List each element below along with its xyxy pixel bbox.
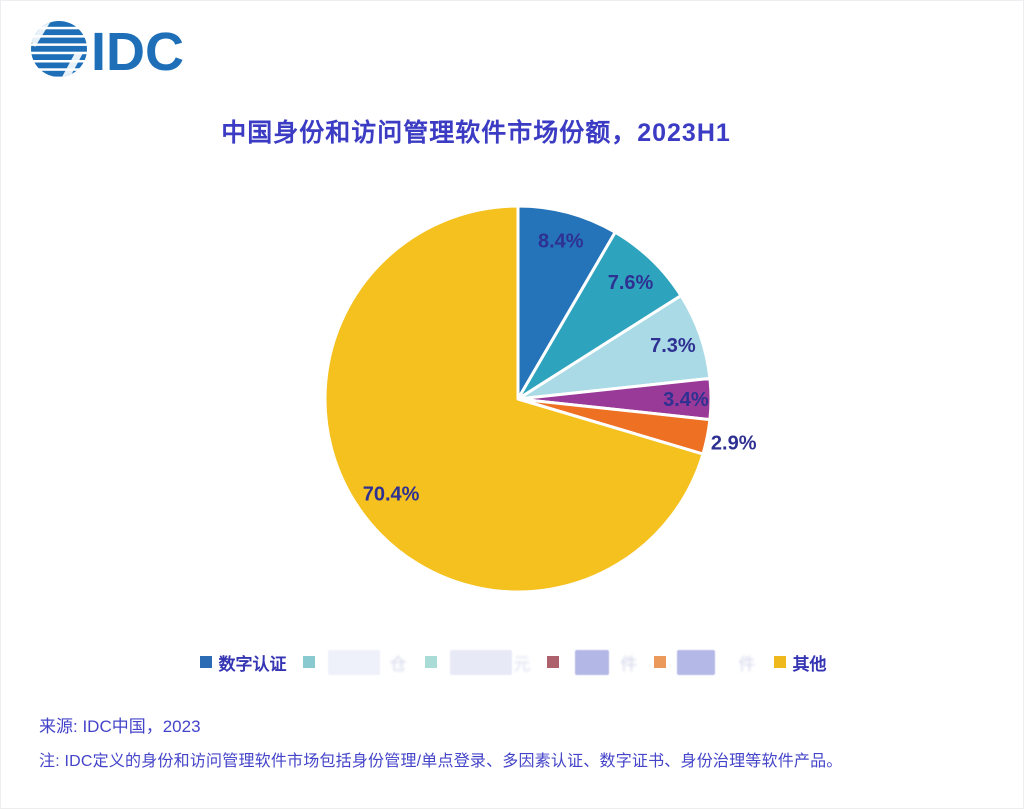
legend-marker-icon bbox=[302, 656, 315, 668]
globe-stripe bbox=[31, 70, 87, 77]
pie-value-label-others: 70.4% bbox=[363, 484, 420, 506]
legend-item-others: 其他 bbox=[773, 649, 827, 675]
chart-title: 中国身份和访问管理软件市场份额，2023H1 bbox=[221, 119, 731, 147]
globe-stripe bbox=[31, 37, 87, 44]
censored-ghost-text: 元 bbox=[513, 654, 531, 674]
legend-item-digital-authentication: 数字认证 bbox=[199, 649, 287, 675]
pie-slice-others bbox=[323, 204, 705, 594]
pie-value-label-censored-5: 2.9% bbox=[711, 432, 757, 454]
legend-label: 其他 bbox=[792, 654, 827, 674]
idc-logo: IDC bbox=[29, 17, 193, 86]
legend-marker-icon bbox=[653, 656, 666, 668]
globe-stripe bbox=[31, 45, 87, 52]
globe-stripes-icon bbox=[31, 21, 87, 77]
globe-stripe bbox=[31, 21, 87, 27]
censored-ghost-text: 件 bbox=[738, 654, 756, 674]
legend-item-censored-2: 仓 bbox=[302, 649, 407, 675]
source-text: 来源: IDC中国，2023 bbox=[39, 717, 201, 736]
censor-blur-box bbox=[449, 649, 512, 675]
legend-marker-icon bbox=[773, 656, 786, 668]
pie-value-label-digital-authentication: 8.4% bbox=[538, 231, 584, 253]
chart-legend: 数字认证 仓 元 件 件 其他 bbox=[1, 649, 1024, 675]
censored-ghost-text: 件 bbox=[620, 654, 638, 674]
censor-blur-box bbox=[676, 649, 715, 675]
legend-item-censored-3: 元 bbox=[424, 649, 531, 675]
legend-marker-icon bbox=[424, 656, 437, 668]
note-text: 注: IDC定义的身份和访问管理软件市场包括身份管理/单点登录、多因素认证、数字… bbox=[39, 753, 843, 770]
pie-value-label-censored-4: 3.4% bbox=[663, 389, 709, 411]
logo-text: IDC bbox=[91, 22, 184, 81]
legend-label: 数字认证 bbox=[218, 654, 287, 674]
pie-slice-digital-authentication bbox=[516, 204, 617, 401]
censor-blur-box bbox=[574, 649, 609, 675]
globe-stripe bbox=[31, 29, 87, 36]
censor-blur-box bbox=[327, 649, 380, 675]
legend-marker-icon bbox=[546, 656, 559, 668]
legend-marker-icon bbox=[199, 656, 212, 668]
pie-value-label-censored-2: 7.6% bbox=[608, 272, 654, 294]
globe-stripe bbox=[31, 54, 87, 60]
legend-item-censored-5: 件 bbox=[653, 649, 756, 675]
globe-stripe bbox=[31, 62, 87, 69]
pie-value-label-censored-3: 7.3% bbox=[650, 335, 696, 357]
censored-ghost-text: 仓 bbox=[389, 654, 407, 674]
legend-item-censored-4: 件 bbox=[546, 649, 638, 675]
